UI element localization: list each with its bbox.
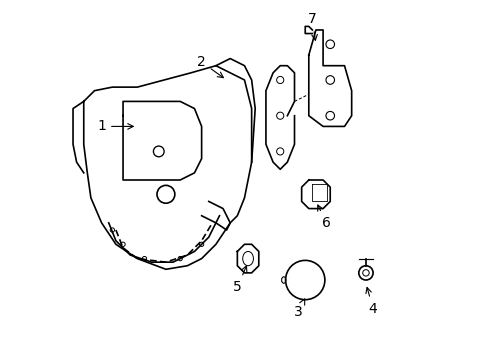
Text: 4: 4 <box>365 287 377 316</box>
Text: 6: 6 <box>317 205 330 230</box>
Text: 7: 7 <box>307 12 317 40</box>
Text: 1: 1 <box>97 120 133 134</box>
Text: 5: 5 <box>232 266 246 294</box>
Text: 3: 3 <box>293 299 304 319</box>
Text: 2: 2 <box>197 55 223 78</box>
